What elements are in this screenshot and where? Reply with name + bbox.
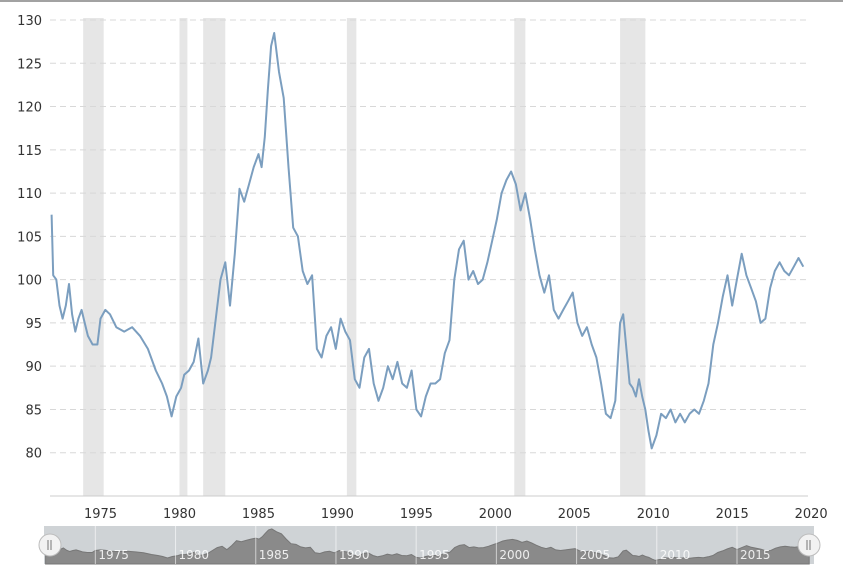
series-line	[50, 32, 805, 450]
x-tick-label: 1995	[400, 507, 433, 522]
navigator-tick-label: 2005	[580, 548, 611, 562]
y-tick-label: 95	[25, 317, 42, 332]
navigator-ticks: 1975 1980 1985 1990 1995 2000 2005 2010 2015	[94, 526, 771, 564]
recession-band-5	[620, 18, 646, 496]
x-tick-label: 2000	[479, 507, 512, 522]
recession-band-0	[83, 18, 104, 496]
y-tick-label: 125	[17, 57, 42, 72]
navigator-tick-label: 2015	[740, 548, 771, 562]
navigator-tick-label: 1985	[259, 548, 290, 562]
navigator-tick-label: 1975	[98, 548, 129, 562]
y-tick-label: 80	[25, 447, 42, 462]
recession-band-2	[203, 18, 226, 496]
recession-band-1	[179, 18, 188, 496]
y-axis: 80 85 90 95 100 105 110 115 120 125 130	[17, 14, 42, 462]
navigator-right-handle[interactable]	[797, 533, 821, 557]
navigator-tick-label: 1995	[419, 548, 450, 562]
navigator-tick-label: 1980	[179, 548, 210, 562]
y-tick-label: 90	[25, 360, 42, 375]
navigator-area	[45, 528, 810, 565]
recession-bands	[83, 18, 646, 496]
x-tick-label: 1990	[321, 507, 354, 522]
navigator-tick-label: 2000	[499, 548, 530, 562]
x-tick-label: 2015	[716, 507, 749, 522]
x-tick-label: 2010	[637, 507, 670, 522]
recession-band-4	[514, 18, 526, 496]
navigator-tick-label: 2010	[660, 548, 691, 562]
navigator[interactable]: 1975 1980 1985 1990 1995 2000 2005 2010 2015	[38, 526, 821, 565]
y-tick-label: 110	[17, 187, 42, 202]
recession-band-3	[346, 18, 357, 496]
x-tick-label: 1975	[84, 507, 117, 522]
x-tick-label: 2020	[795, 507, 828, 522]
y-tick-label: 85	[25, 403, 42, 418]
x-tick-label: 1985	[242, 507, 275, 522]
y-tick-label: 130	[17, 14, 42, 29]
x-tick-label: 2005	[558, 507, 591, 522]
navigator-left-handle[interactable]	[38, 533, 62, 557]
y-tick-label: 115	[17, 144, 42, 159]
y-tick-label: 100	[17, 274, 42, 289]
x-axis: 1975 1980 1985 1990 1995 2000 2005 2010 2015 2020	[84, 507, 828, 522]
y-tick-label: 120	[17, 101, 42, 116]
x-tick-label: 1980	[163, 507, 196, 522]
navigator-tick-label: 1990	[339, 548, 370, 562]
grid-lines	[0, 0, 843, 497]
y-tick-label: 105	[17, 230, 42, 245]
